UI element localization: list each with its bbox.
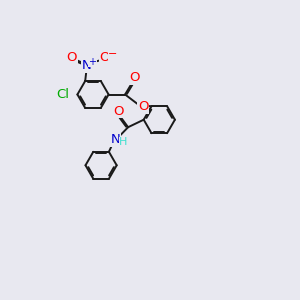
- Text: +: +: [88, 57, 96, 67]
- Text: O: O: [138, 100, 148, 113]
- Text: N: N: [82, 59, 92, 72]
- Text: −: −: [108, 49, 118, 59]
- Text: N: N: [110, 133, 120, 146]
- Text: O: O: [67, 51, 77, 64]
- Text: O: O: [100, 51, 110, 64]
- Text: O: O: [129, 71, 139, 84]
- Text: Cl: Cl: [56, 88, 69, 101]
- Text: O: O: [113, 105, 124, 118]
- Text: H: H: [119, 137, 128, 147]
